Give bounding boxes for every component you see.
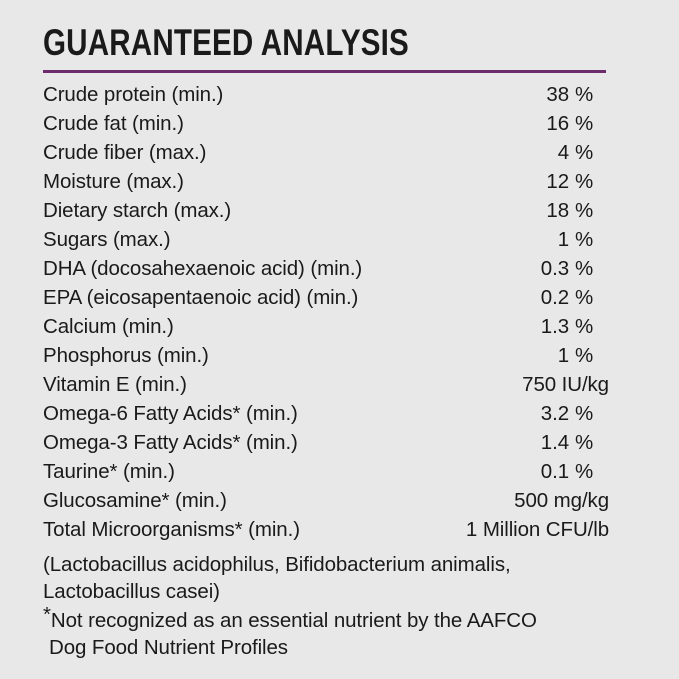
nutrient-label: Phosphorus (min.) [43, 344, 209, 367]
nutrient-unit: % [575, 460, 594, 483]
nutrient-value: 1.4 [540, 431, 569, 454]
table-row: DHA (docosahexaenoic acid) (min.) 0.3% [43, 254, 609, 283]
nutrient-value: 18 [546, 199, 569, 222]
nutrient-value: 500 mg/kg [514, 489, 609, 512]
nutrient-unit: % [575, 170, 594, 193]
title-divider [43, 70, 606, 73]
nutrient-unit: % [575, 228, 594, 251]
nutrient-value: 4 [557, 141, 569, 164]
nutrient-unit: % [575, 257, 594, 280]
table-row: EPA (eicosapentaenoic acid) (min.) 0.2% [43, 283, 609, 312]
nutrient-unit: % [575, 199, 594, 222]
nutrient-value: 0.1 [540, 460, 569, 483]
nutrient-label: Omega-3 Fatty Acids* (min.) [43, 431, 298, 454]
nutrient-label: Vitamin E (min.) [43, 373, 187, 396]
table-row: Vitamin E (min.) 750 IU/kg [43, 370, 609, 399]
asterisk-icon: * [43, 603, 51, 626]
nutrient-unit: % [575, 286, 594, 309]
table-row: Dietary starch (max.) 18% [43, 196, 609, 225]
aafco-footnote-line-2: Dog Food Nutrient Profiles [49, 636, 288, 659]
nutrient-unit: % [575, 112, 594, 135]
nutrient-value: 1 Million CFU/lb [465, 518, 609, 541]
nutrient-value: 1.3 [540, 315, 569, 338]
nutrient-value: 750 IU/kg [522, 373, 609, 396]
table-row: Moisture (max.) 12% [43, 167, 609, 196]
nutrient-label: Dietary starch (max.) [43, 199, 232, 222]
nutrient-label: DHA (docosahexaenoic acid) (min.) [43, 257, 363, 280]
page-title: GUARANTEED ANALYSIS [43, 22, 409, 63]
table-row: Phosphorus (min.) 1% [43, 341, 609, 370]
table-row: Glucosamine* (min.) 500 mg/kg [43, 486, 609, 515]
nutrient-label: Sugars (max.) [43, 228, 171, 251]
aafco-footnote-line-1: Not recognized as an essential nutrient … [50, 609, 537, 632]
nutrient-value: 3.2 [540, 402, 569, 425]
microorganisms-note: (Lactobacillus acidophilus, Bifidobacter… [43, 553, 511, 603]
table-row: Crude fat (min.) 16% [43, 109, 609, 138]
table-row: Crude fiber (max.) 4% [43, 138, 609, 167]
nutrient-label: Crude fiber (max.) [43, 141, 207, 164]
nutrient-label: Crude protein (min.) [43, 83, 224, 106]
aafco-footnote: *Not recognized as an essential nutrient… [43, 604, 623, 661]
table-row: Total Microorganisms* (min.) 1 Million CF… [43, 515, 609, 544]
nutrient-label: Calcium (min.) [43, 315, 174, 338]
nutrient-unit: % [575, 344, 594, 367]
table-row: Omega-6 Fatty Acids* (min.) 3.2% [43, 399, 609, 428]
table-row: Crude protein (min.) 38% [43, 80, 609, 109]
nutrient-label: Total Microorganisms* (min.) [43, 518, 300, 541]
nutrient-unit: % [575, 83, 594, 106]
nutrient-value: 12 [546, 170, 569, 193]
nutrient-label: Crude fat (min.) [43, 112, 184, 135]
nutrient-unit: % [575, 431, 594, 454]
table-row: Omega-3 Fatty Acids* (min.) 1.4% [43, 428, 609, 457]
nutrient-unit: % [575, 315, 594, 338]
nutrient-unit: % [575, 141, 594, 164]
table-row: Sugars (max.) 1% [43, 225, 609, 254]
nutrient-value: 1 [557, 344, 569, 367]
nutrient-value: 0.3 [540, 257, 569, 280]
nutrient-label: Moisture (max.) [43, 170, 184, 193]
nutrient-label: Glucosamine* (min.) [43, 489, 227, 512]
nutrient-value: 1 [557, 228, 569, 251]
nutrient-label: Taurine* (min.) [43, 460, 175, 483]
nutrient-label: Omega-6 Fatty Acids* (min.) [43, 402, 298, 425]
nutrient-value: 0.2 [540, 286, 569, 309]
nutrient-value: 38 [546, 83, 569, 106]
table-row: Taurine* (min.) 0.1% [43, 457, 609, 486]
nutrient-unit: % [575, 402, 594, 425]
guaranteed-analysis-table: Crude protein (min.) 38% Crude fat (min.) 1… [43, 80, 609, 544]
nutrient-label: EPA (eicosapentaenoic acid) (min.) [43, 286, 359, 309]
nutrient-value: 16 [546, 112, 569, 135]
table-row: Calcium (min.) 1.3% [43, 312, 609, 341]
